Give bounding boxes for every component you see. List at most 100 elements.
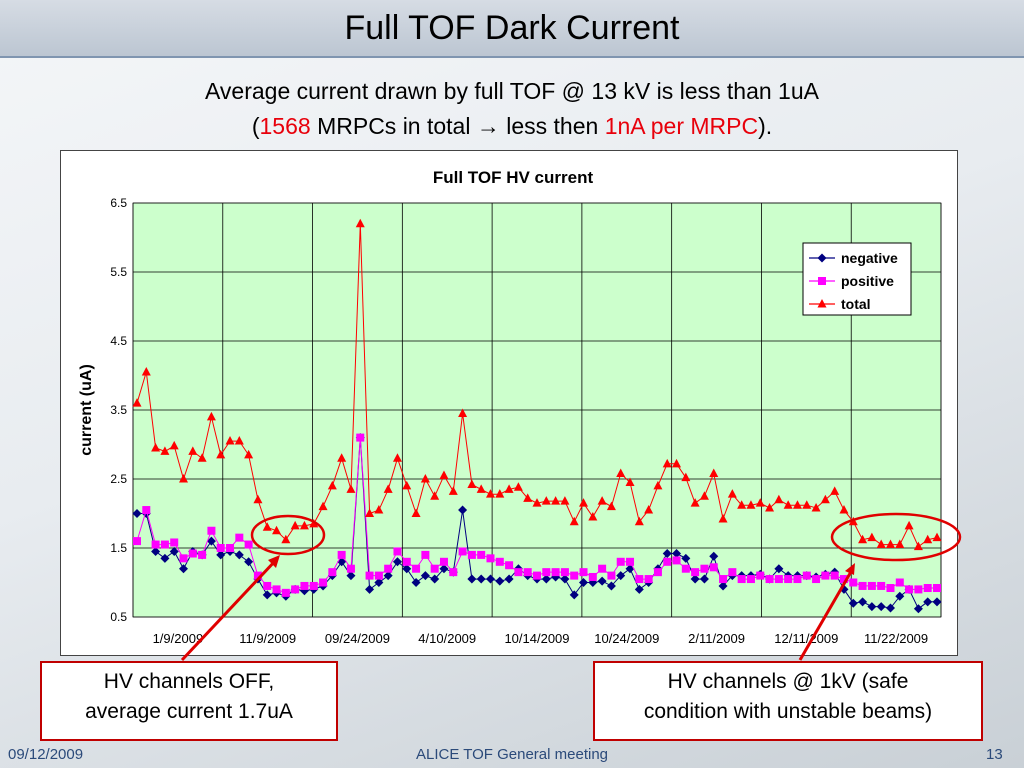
point-total [765, 502, 775, 512]
arrow-icon: → [476, 113, 500, 139]
point-positive [458, 547, 467, 556]
point-negative [895, 591, 905, 601]
point-negative [616, 571, 626, 581]
point-positive [188, 549, 197, 558]
point-negative [402, 564, 412, 574]
point-positive [430, 564, 439, 573]
point-total [169, 440, 179, 450]
point-positive [570, 571, 579, 580]
footer-page-number: 13 [986, 746, 1003, 763]
point-positive [486, 554, 495, 563]
point-total [365, 508, 375, 517]
point-positive [449, 568, 458, 577]
chart-title: Full TOF HV current [433, 168, 594, 187]
point-total [448, 486, 458, 495]
point-total [681, 472, 691, 482]
point-negative [606, 581, 616, 591]
callout-hv-off: HV channels OFF, average current 1.7uA [40, 661, 338, 741]
point-positive [439, 557, 448, 566]
point-total [458, 408, 468, 417]
point-total [188, 446, 198, 455]
point-positive [598, 564, 607, 573]
point-positive [281, 588, 290, 597]
point-positive [300, 581, 309, 590]
point-negative [392, 557, 402, 567]
x-tick-label: 11/22/2009 [864, 631, 928, 646]
point-total [151, 442, 161, 452]
point-positive [216, 544, 225, 552]
point-total [718, 514, 728, 523]
point-positive [505, 561, 514, 570]
point-positive [933, 584, 941, 593]
point-negative [439, 564, 449, 574]
point-positive [663, 557, 672, 566]
point-negative [718, 581, 728, 591]
point-total [216, 449, 226, 459]
point-positive [588, 572, 597, 581]
point-total [774, 494, 784, 504]
legend-label-positive: positive [841, 273, 894, 289]
point-positive [746, 575, 755, 584]
chart-container: Full TOF HV current 6.5 5.5 4.5 3.5 2.5 1.5 0.5… [60, 150, 958, 656]
point-total [132, 398, 142, 407]
point-positive [421, 550, 430, 559]
point-positive [793, 575, 802, 584]
point-total [820, 494, 830, 504]
x-tick-label: 2/11/2009 [688, 631, 745, 646]
point-positive [328, 568, 337, 577]
legend-marker-total [817, 299, 827, 308]
point-total [839, 505, 849, 514]
point-negative [709, 551, 719, 561]
x-tick-label: 1/9/2009 [153, 631, 204, 646]
point-positive [235, 533, 244, 542]
point-positive [319, 578, 328, 587]
point-positive [384, 564, 393, 573]
legend-label-negative: negative [841, 250, 898, 266]
point-total [318, 501, 328, 511]
point-total [374, 505, 384, 514]
point-positive [830, 571, 839, 580]
point-negative [411, 578, 421, 587]
point-positive [849, 578, 858, 587]
point-negative [234, 550, 244, 560]
point-total [569, 516, 579, 526]
point-total [634, 516, 644, 526]
point-total [811, 502, 821, 512]
point-positive [244, 540, 253, 549]
point-total [830, 486, 840, 495]
point-negative [420, 571, 430, 581]
legend-label-total: total [841, 296, 871, 312]
point-positive [914, 585, 923, 594]
point-positive [728, 568, 737, 577]
point-positive [207, 526, 216, 535]
point-positive [495, 557, 504, 566]
point-total [579, 498, 589, 507]
point-positive [346, 564, 355, 573]
point-total [244, 449, 254, 459]
point-positive [356, 433, 365, 442]
point-positive [533, 571, 541, 580]
point-total [430, 491, 440, 500]
point-total [755, 498, 765, 507]
point-negative [132, 509, 142, 518]
y-tick-label: 6.5 [110, 196, 127, 210]
point-total [420, 474, 430, 483]
point-total [327, 480, 337, 490]
point-total [746, 500, 756, 509]
point-total [197, 453, 207, 462]
point-positive [821, 571, 830, 580]
point-negative [346, 571, 356, 581]
point-positive [895, 578, 904, 587]
point-total [179, 474, 189, 483]
point-negative [634, 584, 644, 594]
point-total [476, 484, 486, 493]
point-positive [812, 575, 821, 584]
y-axis-label: current (uA) [78, 364, 95, 456]
point-positive [867, 581, 876, 590]
point-positive [607, 571, 616, 580]
point-negative [569, 590, 579, 600]
point-total [523, 493, 533, 502]
point-total [662, 458, 672, 468]
point-total [625, 477, 635, 486]
point-total [532, 498, 542, 507]
